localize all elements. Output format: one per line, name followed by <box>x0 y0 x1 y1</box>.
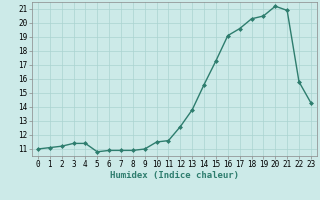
X-axis label: Humidex (Indice chaleur): Humidex (Indice chaleur) <box>110 171 239 180</box>
